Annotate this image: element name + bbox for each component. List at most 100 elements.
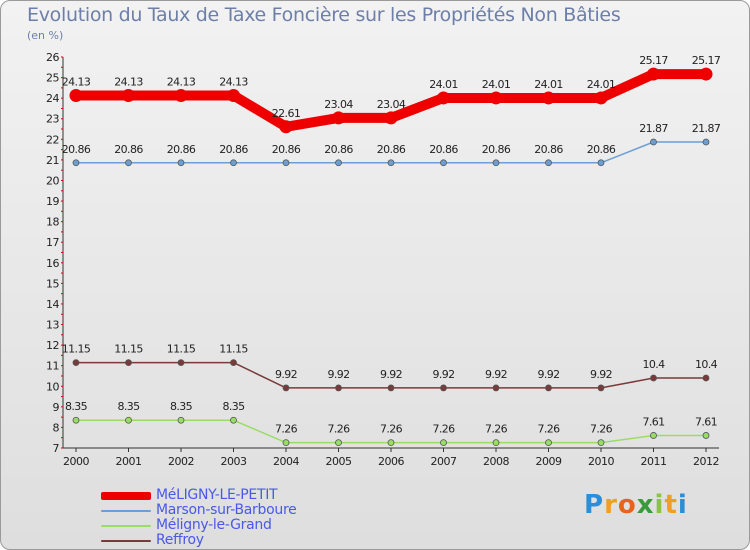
- data-point: [650, 138, 657, 146]
- y-tick-label: 26: [46, 51, 59, 64]
- data-label: 11.15: [62, 343, 91, 356]
- data-point: [122, 88, 135, 102]
- legend-item: MéLIGNY-LE-PETIT: [101, 488, 296, 503]
- data-label: 20.86: [219, 143, 248, 156]
- data-label: 20.86: [62, 143, 91, 156]
- x-tick-label: 2005: [326, 455, 352, 468]
- proxiti-logo: Proxiti: [584, 490, 688, 520]
- data-point: [650, 432, 657, 439]
- y-tick-label: 12: [46, 339, 59, 352]
- data-point: [227, 88, 240, 102]
- x-tick-label: 2011: [641, 455, 667, 468]
- data-point: [72, 159, 80, 167]
- data-label: 24.13: [114, 75, 143, 88]
- data-label: 11.15: [219, 343, 248, 356]
- data-point: [125, 416, 132, 424]
- data-point: [492, 439, 500, 447]
- data-label: 11.15: [167, 343, 196, 356]
- y-tick-label: 9: [53, 401, 60, 414]
- data-label: 20.86: [114, 143, 143, 156]
- data-point: [650, 374, 657, 382]
- x-tick-label: 2002: [168, 455, 194, 468]
- legend-label: Méligny-le-Grand: [156, 517, 272, 533]
- y-tick-label: 22: [46, 133, 59, 146]
- data-label: 9.92: [432, 368, 454, 381]
- legend-label: MéLIGNY-LE-PETIT: [156, 487, 278, 503]
- data-label: 25.17: [639, 54, 668, 67]
- x-tick-label: 2007: [431, 455, 457, 468]
- data-label: 7.26: [275, 423, 298, 436]
- data-point: [545, 439, 552, 447]
- legend-swatch: [101, 539, 151, 542]
- data-label: 20.86: [324, 143, 353, 156]
- legend-swatch: [101, 491, 151, 500]
- data-label: 24.13: [167, 75, 196, 88]
- data-label: 7.26: [590, 423, 613, 436]
- unit-label: (en %): [27, 29, 64, 42]
- data-label: 9.92: [275, 368, 297, 381]
- data-point: [282, 384, 290, 392]
- data-point: [177, 416, 185, 424]
- logo-letter: t: [664, 490, 678, 520]
- x-tick-label: 2009: [536, 455, 562, 468]
- data-label: 20.86: [587, 143, 616, 156]
- legend-swatch: [101, 509, 151, 512]
- data-label: 7.61: [695, 415, 717, 428]
- data-point: [597, 159, 605, 167]
- data-point: [492, 159, 500, 167]
- data-label: 20.86: [167, 143, 196, 156]
- data-point: [230, 416, 237, 424]
- y-tick-label: 24: [46, 92, 59, 105]
- data-label: 7.26: [485, 423, 508, 436]
- y-tick-label: 14: [46, 298, 59, 311]
- data-label: 8.35: [65, 400, 88, 413]
- data-label: 21.87: [639, 122, 668, 135]
- data-point: [230, 359, 237, 366]
- data-label: 7.26: [537, 423, 560, 436]
- y-tick-label: 23: [46, 113, 59, 126]
- data-point: [440, 159, 447, 167]
- data-label: 7.26: [432, 423, 455, 436]
- data-label: 23.04: [324, 98, 353, 111]
- x-tick-label: 2006: [378, 455, 404, 468]
- data-label: 25.17: [692, 54, 721, 67]
- data-label: 8.35: [117, 400, 140, 413]
- y-tick-label: 20: [46, 174, 59, 187]
- data-point: [545, 384, 552, 392]
- x-tick-label: 2012: [693, 455, 719, 468]
- data-label: 7.61: [642, 415, 664, 428]
- y-tick-label: 21: [46, 154, 59, 167]
- data-label: 20.86: [272, 143, 301, 156]
- data-label: 24.13: [62, 75, 91, 88]
- data-point: [282, 159, 290, 167]
- data-label: 20.86: [534, 143, 563, 156]
- y-tick-label: 25: [46, 72, 59, 85]
- legend-label: Reffroy: [156, 532, 204, 548]
- x-tick-label: 2000: [63, 455, 89, 468]
- data-point: [335, 384, 342, 392]
- logo-letter: o: [617, 490, 637, 520]
- legend-item: Reffroy: [101, 533, 296, 548]
- data-point: [72, 359, 80, 366]
- y-tick-label: 17: [46, 236, 59, 249]
- legend: MéLIGNY-LE-PETIT Marson-sur-Barboure Mélig…: [101, 488, 297, 548]
- data-label: 20.86: [429, 143, 458, 156]
- data-label: 8.35: [170, 400, 193, 413]
- data-label: 22.61: [272, 107, 301, 120]
- data-point: [699, 67, 713, 81]
- logo-letter: x: [636, 490, 655, 520]
- data-point: [335, 159, 342, 167]
- data-label: 20.86: [377, 143, 406, 156]
- data-point: [177, 159, 185, 167]
- logo-letter: P: [584, 490, 605, 520]
- data-point: [174, 88, 188, 102]
- data-point: [440, 384, 447, 392]
- data-point: [125, 359, 132, 366]
- y-tick-label: 19: [46, 195, 59, 208]
- data-point: [384, 111, 398, 125]
- data-point: [594, 91, 608, 105]
- legend-label: Marson-sur-Barboure: [156, 502, 297, 518]
- legend-item: Marson-sur-Barboure: [101, 502, 297, 518]
- data-point: [387, 159, 395, 167]
